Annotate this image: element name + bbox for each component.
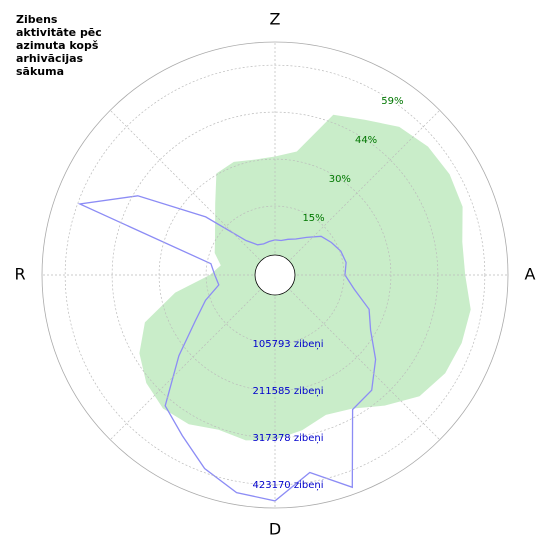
theta-tick-label: A <box>525 265 536 284</box>
theta-tick-label: R <box>14 265 25 284</box>
r2-tick-label: 317378 zibeņi <box>253 433 324 444</box>
spoke <box>290 109 441 260</box>
grid-ring <box>111 111 439 439</box>
outer-ring <box>41 41 509 509</box>
theta-tick-label: Z <box>270 10 281 29</box>
r-tick-label: 59% <box>381 96 403 107</box>
spoke <box>290 290 441 441</box>
r-tick-label: 30% <box>329 174 351 185</box>
r2-tick-label: 211585 zibeņi <box>253 386 324 397</box>
r2-tick-label: 423170 zibeņi <box>253 480 324 491</box>
theta-tick-label: D <box>269 520 281 539</box>
chart-title: Zibens aktivitāte pēc azimuta kopš arhiv… <box>16 13 102 78</box>
r-tick-label: 15% <box>302 213 324 224</box>
r2-tick-label: 105793 zibeņi <box>253 339 324 350</box>
area <box>139 114 471 441</box>
center-hole <box>254 254 296 296</box>
spoke <box>109 109 260 260</box>
r-tick-label: 44% <box>355 135 377 146</box>
line <box>77 195 377 502</box>
spoke <box>109 290 260 441</box>
